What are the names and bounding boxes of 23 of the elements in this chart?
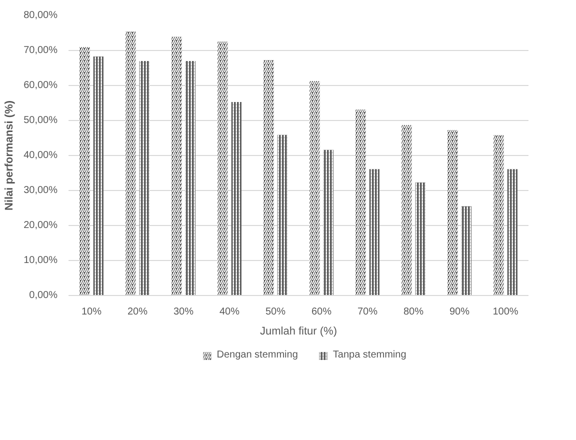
y-tick-label: 50,00% — [24, 115, 58, 126]
y-tick-label: 20,00% — [24, 220, 58, 231]
x-tick-label: 40% — [219, 306, 240, 318]
y-tick-label: 60,00% — [24, 80, 58, 91]
x-axis-title: Jumlah fitur (%) — [260, 326, 338, 338]
y-tick-label: 10,00% — [24, 255, 58, 266]
x-tick-label: 10% — [81, 306, 102, 318]
legend-label: Tanpa stemming — [332, 350, 406, 360]
y-tick-label: 30,00% — [24, 185, 58, 196]
y-axis-title: Nilai performansi (%) — [4, 100, 16, 211]
x-tick-label: 30% — [173, 306, 194, 318]
legend-label: Dengan stemming — [216, 350, 298, 360]
x-tick-label: 80% — [403, 306, 424, 318]
x-tick-label: 20% — [127, 306, 148, 318]
y-tick-label: 80,00% — [24, 10, 58, 21]
y-tick-label: 40,00% — [24, 150, 58, 161]
x-tick-label: 100% — [492, 306, 518, 318]
y-tick-label: 0,00% — [29, 290, 58, 301]
x-tick-label: 90% — [449, 306, 470, 318]
x-tick-label: 70% — [357, 306, 378, 318]
x-tick-label: 60% — [311, 306, 332, 318]
y-tick-label: 70,00% — [24, 45, 58, 56]
x-tick-label: 50% — [265, 306, 286, 318]
